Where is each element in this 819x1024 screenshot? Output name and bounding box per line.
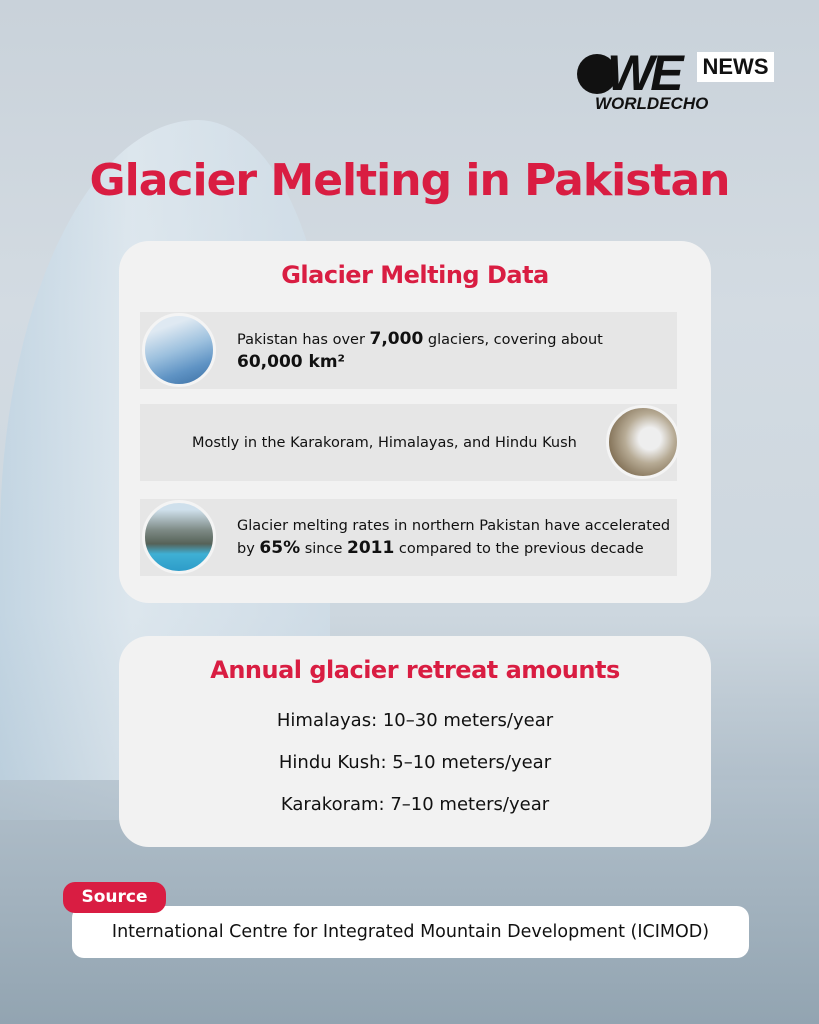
satellite-map-photo [606, 405, 680, 479]
logo-news-badge: NEWS [697, 52, 774, 82]
highlight: 2011 [347, 538, 395, 558]
source-badge: Source [63, 882, 166, 913]
text: Glacier melting rates in northern Pakist… [237, 518, 671, 557]
fact-text: Glacier melting rates in northern Pakist… [237, 515, 677, 560]
fact-row: Mostly in the Karakoram, Himalayas, and … [140, 404, 680, 481]
page-title: Glacier Melting in Pakistan [89, 155, 731, 206]
worldecho-logo: WE NEWS WORLDECHO [577, 45, 777, 116]
retreat-card: Annual glacier retreat amounts Himalayas… [119, 636, 711, 847]
fact-text: Mostly in the Karakoram, Himalayas, and … [192, 434, 577, 451]
highlight: 65% [259, 538, 301, 558]
highlight: 7,000 [369, 328, 424, 349]
glacier-data-card: Glacier Melting Data Pakistan has over 7… [119, 241, 711, 603]
retreat-item: Hindu Kush: 5–10 meters/year [278, 752, 552, 773]
logo-we: WE [607, 45, 684, 101]
retreat-item: Karakoram: 7–10 meters/year [280, 794, 550, 815]
card-heading: Glacier Melting Data [281, 261, 549, 289]
glacier-photo [142, 313, 216, 387]
logo-worldecho: WORLDECHO [595, 94, 709, 113]
fact-row: Pakistan has over 7,000 glaciers, coveri… [140, 312, 677, 389]
retreat-item: Himalayas: 10–30 meters/year [276, 710, 554, 731]
globe-icon [577, 54, 617, 94]
highlight: 60,000 km² [237, 351, 345, 372]
source-text: International Centre for Integrated Moun… [72, 906, 749, 958]
fact-text: Pakistan has over 7,000 glaciers, coveri… [237, 328, 657, 374]
retreat-list: Himalayas: 10–30 meters/year Hindu Kush:… [119, 710, 711, 836]
text: Pakistan has over [237, 331, 370, 348]
mountain-lake-photo [142, 500, 216, 574]
text: glaciers, covering about [423, 331, 603, 348]
text: compared to the previous decade [394, 541, 644, 557]
card-heading: Annual glacier retreat amounts [210, 656, 620, 684]
text: since [300, 541, 347, 557]
fact-row: Glacier melting rates in northern Pakist… [140, 499, 677, 576]
